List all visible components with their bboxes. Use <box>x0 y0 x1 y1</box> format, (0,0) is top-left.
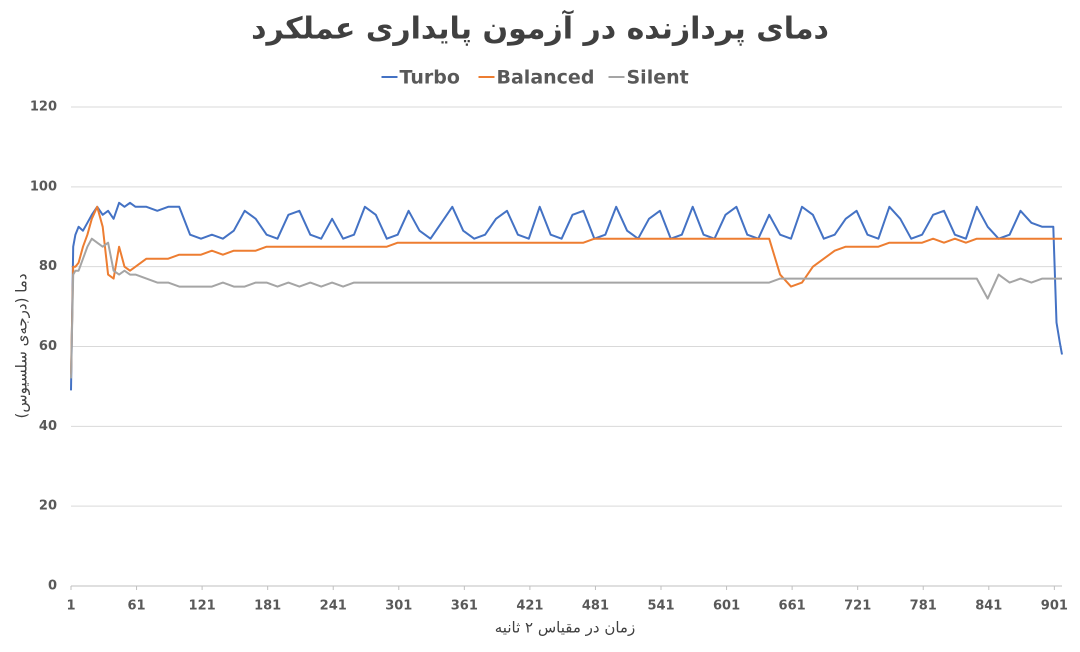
y-tick-label: 40 <box>39 419 57 434</box>
y-tick-label: 0 <box>48 579 57 594</box>
x-tick-label: 121 <box>189 599 216 614</box>
x-tick-label: 721 <box>844 599 871 614</box>
x-tick-label: 61 <box>128 599 146 614</box>
x-tick-label: 301 <box>385 599 412 614</box>
y-axis-label: دما (درجه‌ی سلسیوس) <box>13 273 31 418</box>
x-tick-label: 781 <box>910 599 937 614</box>
y-tick-label: 120 <box>30 100 57 115</box>
series-line <box>70 237 1062 379</box>
y-tick-label: 80 <box>39 259 57 274</box>
x-tick-label: 541 <box>647 599 674 614</box>
legend-label: Turbo <box>400 67 460 89</box>
x-tick-label: 901 <box>1041 599 1068 614</box>
x-tick-label: 421 <box>516 599 543 614</box>
x-tick-label: 1 <box>66 599 75 614</box>
y-tick-label: 60 <box>39 339 57 354</box>
x-tick-label: 181 <box>254 599 281 614</box>
x-tick-label: 241 <box>320 599 347 614</box>
series-line <box>70 205 1062 375</box>
x-tick-label: 841 <box>975 599 1002 614</box>
y-tick-label: 100 <box>30 179 57 194</box>
chart-title: دمای پردازنده در آزمون پایداری عملکرد <box>251 10 829 47</box>
legend-label: Balanced <box>497 67 595 89</box>
y-tick-label: 20 <box>39 499 57 514</box>
x-tick-label: 481 <box>582 599 609 614</box>
x-tick-label: 601 <box>713 599 740 614</box>
x-axis-label: زمان در مقیاس ۲ ثانیه <box>495 619 635 637</box>
legend-label: Silent <box>627 67 689 89</box>
series-line <box>70 201 1063 391</box>
x-tick-label: 361 <box>451 599 478 614</box>
x-tick-label: 661 <box>779 599 806 614</box>
